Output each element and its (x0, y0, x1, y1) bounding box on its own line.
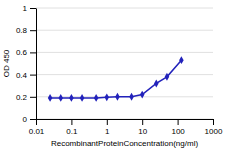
y-tick: 0 (23, 115, 36, 124)
y-tick-label: 0.4 (16, 71, 28, 80)
y-axis-line (36, 9, 37, 120)
point (80, 94, 85, 102)
x-tick-label: 10 (138, 127, 147, 136)
y-tick: 0.2 (16, 93, 36, 102)
y-tick-mark (30, 75, 36, 76)
point (129, 93, 134, 101)
y-tick-label: 0.6 (16, 48, 28, 57)
plot-area: 0.01 0.1 1 10 100 1000 0 0.2 0.4 0.6 0.8 1 (16, 4, 223, 136)
point (140, 91, 145, 99)
x-tick-label: 0.01 (29, 127, 45, 136)
point (154, 80, 159, 88)
y-tick: 0.8 (16, 26, 36, 35)
grid-line (36, 119, 213, 120)
line (50, 60, 181, 98)
x-tick-label: 100 (171, 127, 185, 136)
point (94, 94, 99, 102)
y-tick-mark (30, 30, 36, 31)
point (69, 94, 74, 102)
x-axis-title: RecombinantProteinConcentration(ng/ml) (51, 139, 199, 148)
y-tick-mark (30, 97, 36, 98)
x-axis-line (37, 119, 214, 120)
x-tick-mark (178, 119, 179, 125)
x-tick-mark (213, 119, 214, 125)
point (105, 93, 110, 101)
y-tick-label: 0 (23, 115, 28, 124)
y-tick-label: 0.8 (16, 26, 28, 35)
x-tick-mark (107, 119, 108, 125)
series (48, 56, 184, 102)
point (115, 93, 120, 101)
grid-line (36, 52, 213, 53)
y-axis: 0 0.2 0.4 0.6 0.8 1 (16, 4, 37, 124)
point (48, 94, 53, 102)
point (179, 56, 184, 64)
y-tick-label: 0.2 (16, 93, 28, 102)
y-tick: 0.6 (16, 48, 36, 57)
y-tick-label: 1 (23, 4, 28, 13)
x-tick: 1000 (205, 119, 223, 136)
x-tick-label: 0.1 (66, 127, 78, 136)
x-tick-mark (36, 119, 37, 125)
x-tick-label: 1 (105, 127, 110, 136)
x-tick: 100 (171, 119, 185, 136)
chart: 0.01 0.1 1 10 100 1000 0 0.2 0.4 0.6 0.8 1 Recombina… (0, 0, 225, 150)
x-tick-mark (71, 119, 72, 125)
y-tick-mark (30, 8, 36, 9)
x-tick: 10 (138, 119, 147, 136)
point (165, 73, 170, 81)
x-axis: 0.01 0.1 1 10 100 1000 (29, 119, 223, 136)
x-tick-mark (142, 119, 143, 125)
grid-line (36, 8, 213, 9)
x-tick: 0.1 (66, 119, 78, 136)
y-tick-mark (30, 52, 36, 53)
y-tick: 0.4 (16, 71, 36, 80)
grid (36, 8, 213, 119)
y-axis-title: OD 450 (2, 49, 11, 77)
grid-line (36, 30, 213, 31)
y-tick: 1 (23, 4, 36, 13)
y-tick-mark (30, 119, 36, 120)
x-tick: 0.01 (29, 119, 45, 136)
x-tick: 1 (105, 119, 110, 136)
point (58, 94, 63, 102)
x-tick-label: 1000 (205, 127, 223, 136)
grid-line (36, 74, 213, 75)
